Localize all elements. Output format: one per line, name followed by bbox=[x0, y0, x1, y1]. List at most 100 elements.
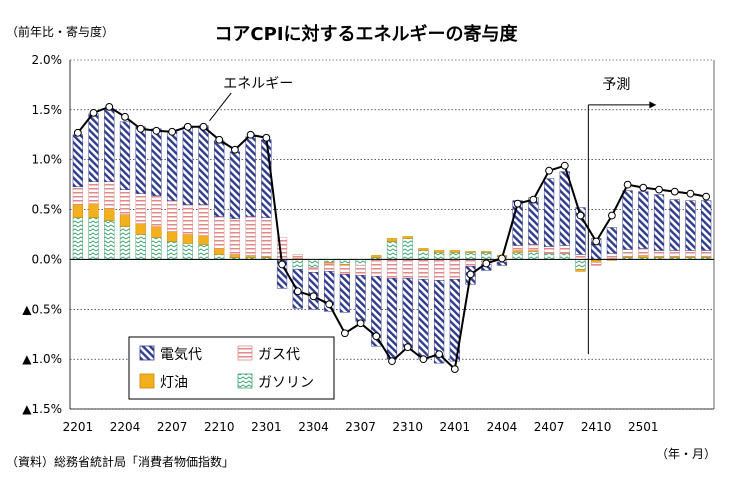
total-point bbox=[278, 260, 286, 269]
bar-segment-electricity bbox=[386, 278, 398, 360]
total-point bbox=[529, 195, 538, 204]
x-tick-label: 2207 bbox=[157, 420, 188, 434]
total-point bbox=[215, 135, 224, 144]
total-point bbox=[152, 126, 161, 135]
bar-segment-gasoline bbox=[119, 226, 131, 260]
bar-segment-gasoline bbox=[72, 217, 83, 260]
legend: 電気代 ガス代 灯油 ガソリン bbox=[128, 336, 335, 400]
bar-segment-electricity bbox=[308, 272, 319, 310]
total-point bbox=[356, 319, 365, 328]
bar-segment-electricity bbox=[182, 126, 193, 205]
x-tick-label: 2310 bbox=[392, 420, 423, 434]
bar-segment-electricity bbox=[622, 190, 633, 250]
bar-segment-gasoline bbox=[151, 237, 162, 260]
bar-segment-kerosene bbox=[418, 248, 429, 251]
bar-segment-electricity bbox=[701, 200, 712, 251]
total-point bbox=[340, 329, 349, 338]
bar-segment-gasoline bbox=[528, 251, 539, 260]
bar-segment-gasoline bbox=[292, 259, 303, 270]
bar-segment-gas bbox=[135, 193, 146, 224]
bar-segment-gas bbox=[198, 204, 209, 236]
bars bbox=[72, 109, 712, 364]
bar-segment-gasoline bbox=[559, 253, 570, 260]
legend-item-gasoline: ガソリン bbox=[237, 373, 314, 391]
bar-segment-electricity bbox=[496, 262, 508, 266]
bar-segment-kerosene bbox=[449, 250, 460, 253]
y-tick-label: ▲1.0% bbox=[22, 352, 62, 366]
bar-segment-electricity bbox=[198, 125, 209, 205]
bar-segment-electricity bbox=[355, 275, 366, 322]
bar-segment-gas bbox=[386, 259, 398, 279]
bar-segment-electricity bbox=[324, 271, 335, 312]
bar-segment-gas bbox=[528, 244, 539, 251]
bar-segment-gas bbox=[653, 250, 665, 257]
bar-segment-electricity bbox=[104, 109, 115, 182]
x-tick-label: 2410 bbox=[581, 420, 612, 434]
total-point bbox=[560, 161, 569, 170]
x-tick-label: 2404 bbox=[487, 420, 518, 434]
chart-title: コアCPIに対するエネルギーの寄与度 bbox=[214, 23, 518, 45]
bar-segment-gas bbox=[449, 259, 460, 280]
x-tick-label: 2304 bbox=[298, 420, 329, 434]
bar-segment-electricity bbox=[371, 276, 382, 347]
total-point bbox=[513, 199, 522, 208]
bar-segment-gas bbox=[371, 259, 382, 277]
bar-segment-kerosene bbox=[119, 214, 131, 227]
x-tick-label: 2407 bbox=[534, 420, 565, 434]
bar-segment-electricity bbox=[528, 197, 539, 245]
bar-segment-gas bbox=[465, 259, 476, 267]
bar-segment-gasoline bbox=[418, 250, 429, 260]
legend-item-kerosene: 灯油 bbox=[139, 373, 188, 391]
bar-segment-gas bbox=[292, 254, 303, 259]
bar-segment-electricity bbox=[575, 207, 586, 255]
bar-segment-gas bbox=[229, 218, 241, 255]
bar-segment-gas bbox=[119, 189, 131, 215]
forecast-arrowhead bbox=[649, 101, 657, 109]
legend-swatch-kerosene bbox=[139, 373, 155, 389]
bar-segment-gas bbox=[418, 259, 429, 280]
total-point bbox=[623, 180, 632, 189]
total-point bbox=[246, 130, 255, 139]
bar-segment-gas bbox=[261, 217, 272, 257]
bar-segment-kerosene bbox=[481, 251, 492, 253]
bar-segment-kerosene bbox=[386, 238, 398, 242]
x-axis: 2201 2204 2207 2210 2301 2304 2307 2310 2401 2404… bbox=[63, 420, 659, 434]
total-point bbox=[403, 343, 412, 352]
total-point bbox=[309, 292, 318, 301]
bar-segment-gasoline bbox=[575, 259, 586, 270]
bar-segment-electricity bbox=[88, 113, 99, 182]
bar-segment-electricity bbox=[151, 128, 162, 196]
legend-label-gasoline: ガソリン bbox=[258, 375, 314, 391]
x-tick-label: 2201 bbox=[63, 420, 94, 434]
total-point bbox=[419, 355, 428, 364]
x-tick-label: 2501 bbox=[628, 420, 659, 434]
legend-swatch-gas bbox=[237, 345, 253, 361]
total-point bbox=[121, 112, 129, 121]
y-tick-label: ▲1.5% bbox=[22, 402, 62, 416]
total-line bbox=[73, 102, 711, 374]
bar-segment-electricity bbox=[638, 191, 649, 249]
bar-segment-gasoline bbox=[465, 252, 476, 260]
y-axis: 2.0% 1.5% 1.0% 0.5% 0.0% ▲0.5% ▲1.0% ▲1.5% bbox=[22, 53, 715, 416]
total-point bbox=[576, 211, 585, 220]
total-point bbox=[388, 357, 396, 366]
bar-segment-gas bbox=[685, 250, 696, 257]
bar-segment-kerosene bbox=[151, 226, 162, 238]
bar-segment-gas bbox=[606, 253, 618, 259]
bar-segment-gas bbox=[591, 262, 602, 266]
bar-segment-gasoline bbox=[214, 254, 225, 260]
bar-segment-kerosene bbox=[434, 250, 445, 253]
legend-label-electricity: 電気代 bbox=[160, 347, 202, 363]
bar-segment-electricity bbox=[166, 131, 178, 201]
bar-segment-gas bbox=[151, 195, 162, 227]
bar-segment-gas bbox=[214, 216, 225, 249]
bar-segment-gasoline bbox=[88, 217, 99, 260]
bar-segment-kerosene bbox=[104, 208, 115, 221]
bar-segment-kerosene bbox=[512, 250, 523, 253]
bar-segment-gasoline bbox=[104, 220, 115, 260]
bar-segment-electricity bbox=[229, 151, 241, 219]
total-point bbox=[168, 127, 176, 136]
total-point bbox=[435, 350, 444, 359]
source-note: （資料）総務省統計局「消費者物価指数」 bbox=[6, 454, 234, 469]
legend-swatch-electricity bbox=[139, 345, 155, 361]
